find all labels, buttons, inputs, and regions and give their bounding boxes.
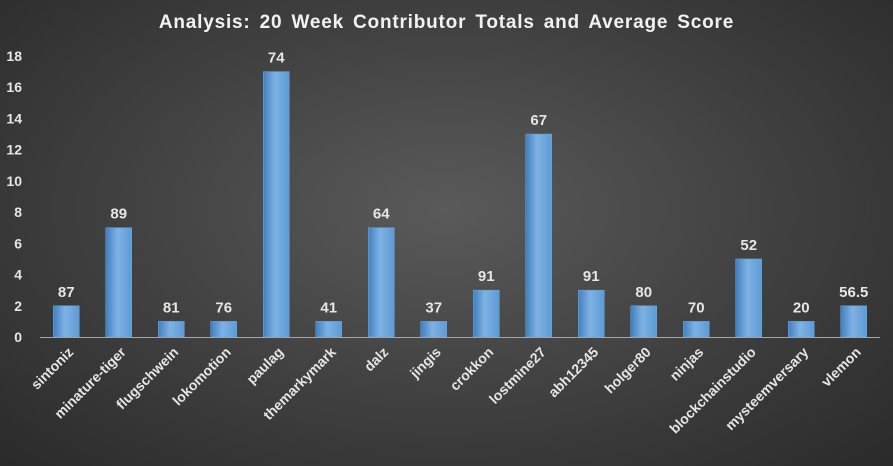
bar bbox=[210, 321, 237, 338]
bar bbox=[630, 305, 657, 338]
data-label: 52 bbox=[740, 237, 757, 254]
y-tick-label: 16 bbox=[6, 79, 22, 95]
bar bbox=[263, 71, 290, 338]
x-tick-label: sintoniz bbox=[28, 344, 77, 393]
chart-title: Analysis: 20 Week Contributor Totals and… bbox=[158, 12, 735, 33]
data-label: 91 bbox=[478, 268, 495, 285]
y-tick-label: 12 bbox=[6, 142, 22, 158]
data-label: 89 bbox=[110, 206, 127, 223]
x-tick-label: holger80 bbox=[601, 344, 654, 397]
data-label: 41 bbox=[320, 299, 337, 316]
data-label: 70 bbox=[688, 299, 705, 316]
bar bbox=[420, 321, 447, 338]
bar bbox=[525, 133, 552, 338]
bar bbox=[788, 321, 815, 338]
x-tick-label: dalz bbox=[361, 344, 392, 375]
x-tick-label: abh12345 bbox=[545, 344, 602, 401]
y-tick-label: 4 bbox=[14, 267, 22, 283]
bar bbox=[368, 227, 395, 338]
data-label: 67 bbox=[530, 112, 547, 129]
bar bbox=[683, 321, 710, 338]
y-tick-label: 2 bbox=[14, 298, 22, 314]
data-label: 80 bbox=[635, 284, 652, 301]
bar bbox=[315, 321, 342, 338]
bar bbox=[578, 289, 605, 338]
data-label: 81 bbox=[163, 299, 180, 316]
data-label: 87 bbox=[58, 284, 75, 301]
y-tick-label: 8 bbox=[14, 204, 22, 220]
y-tick-label: 14 bbox=[6, 110, 22, 126]
x-tick-label: jingis bbox=[406, 344, 444, 382]
bar bbox=[53, 305, 80, 338]
bar bbox=[158, 321, 185, 338]
y-tick-label: 6 bbox=[14, 235, 22, 251]
data-label: 64 bbox=[373, 206, 390, 223]
bar bbox=[735, 258, 762, 338]
data-label: 74 bbox=[268, 50, 285, 67]
x-tick-label: crokkon bbox=[447, 344, 497, 394]
x-tick-label: paulag bbox=[243, 344, 286, 387]
x-tick-label: ninjas bbox=[666, 344, 706, 384]
y-tick-label: 0 bbox=[14, 329, 22, 345]
y-tick-label: 18 bbox=[6, 48, 22, 64]
bar bbox=[840, 305, 867, 338]
bar bbox=[105, 227, 132, 338]
x-tick-label: lostmine27 bbox=[486, 344, 549, 407]
x-tick-label: vlemon bbox=[818, 344, 864, 390]
data-label: 56.5 bbox=[839, 284, 868, 301]
data-label: 20 bbox=[793, 299, 810, 316]
bar bbox=[473, 289, 500, 338]
data-label: 76 bbox=[215, 299, 232, 316]
y-tick-label: 10 bbox=[6, 173, 22, 189]
data-label: 37 bbox=[425, 299, 442, 316]
data-label: 91 bbox=[583, 268, 600, 285]
